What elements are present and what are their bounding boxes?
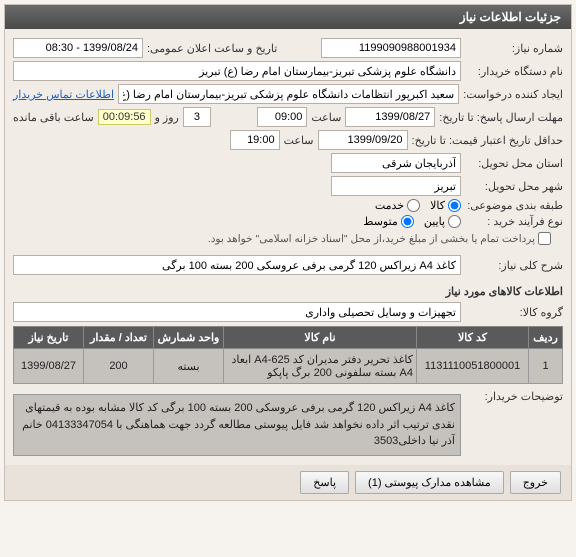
cell-name: کاغذ تحریر دفتر مدیران کد A4-625 ابعاد A… bbox=[224, 349, 417, 384]
days-remain-field bbox=[183, 107, 211, 127]
summary-label: شرح کلی نیاز: bbox=[465, 259, 563, 272]
cell-unit: بسته bbox=[154, 349, 224, 384]
province-field[interactable] bbox=[331, 153, 461, 173]
cell-date: 1399/08/27 bbox=[14, 349, 84, 384]
province-label: استان محل تحویل: bbox=[465, 157, 563, 170]
table-header-row: ردیف کد کالا نام کالا واحد شمارش تعداد /… bbox=[14, 327, 563, 349]
deadline-time-field[interactable] bbox=[257, 107, 307, 127]
proc-low-label: پایین bbox=[424, 215, 445, 228]
countdown-timer: 00:09:56 bbox=[98, 109, 151, 125]
treasury-checkbox[interactable] bbox=[538, 232, 551, 245]
cell-qty: 200 bbox=[84, 349, 154, 384]
buyer-desc-label: توضیحات خریدار: bbox=[465, 390, 563, 403]
close-button[interactable]: خروج bbox=[510, 471, 561, 494]
city-label: شهر محل تحویل: bbox=[465, 180, 563, 193]
footer-buttons: خروج مشاهده مدارک پیوستی (1) پاسخ bbox=[5, 465, 571, 500]
price-valid-label: حداقل تاریخ اعتبار قیمت: تا تاریخ: bbox=[412, 134, 563, 147]
items-table: ردیف کد کالا نام کالا واحد شمارش تعداد /… bbox=[13, 326, 563, 384]
buyer-desc-box: کاغذ A4 زیراکس 120 گرمی برفی عروسکی 200 … bbox=[13, 394, 461, 456]
cell-code: 1131110051800001 bbox=[417, 349, 529, 384]
creator-label: ایجاد کننده درخواست: bbox=[463, 88, 563, 101]
need-no-label: شماره نیاز: bbox=[465, 42, 563, 55]
days-label: روز و bbox=[155, 111, 179, 124]
need-no-field[interactable] bbox=[321, 38, 461, 58]
announce-label: تاریخ و ساعت اعلان عمومی: bbox=[147, 42, 277, 55]
items-section-title: اطلاعات کالاهای مورد نیاز bbox=[13, 285, 563, 298]
time-label-1: ساعت bbox=[311, 111, 341, 124]
proc-type-radios: پایین متوسط bbox=[363, 215, 461, 228]
buyer-name-label: نام دستگاه خریدار: bbox=[465, 65, 563, 78]
contact-link[interactable]: اطلاعات تماس خریدار bbox=[13, 88, 114, 101]
budget-service-label: خدمت bbox=[375, 199, 404, 212]
reply-button[interactable]: پاسخ bbox=[300, 471, 349, 494]
cell-idx: 1 bbox=[529, 349, 563, 384]
col-name: نام کالا bbox=[224, 327, 417, 349]
deadline-date-field[interactable] bbox=[345, 107, 435, 127]
budget-service-radio[interactable] bbox=[407, 199, 420, 212]
price-valid-time-field[interactable] bbox=[230, 130, 280, 150]
col-date: تاریخ نیاز bbox=[14, 327, 84, 349]
col-unit: واحد شمارش bbox=[154, 327, 224, 349]
budget-type-label: طبقه بندی موضوعی: bbox=[465, 199, 563, 212]
group-field[interactable] bbox=[13, 302, 461, 322]
buyer-name-field[interactable] bbox=[13, 61, 461, 81]
col-code: کد کالا bbox=[417, 327, 529, 349]
proc-mid-radio[interactable] bbox=[401, 215, 414, 228]
deadline-label: مهلت ارسال پاسخ: تا تاریخ: bbox=[439, 111, 563, 124]
main-panel: جزئیات اطلاعات نیاز شماره نیاز: تاریخ و … bbox=[4, 4, 572, 501]
col-qty: تعداد / مقدار bbox=[84, 327, 154, 349]
col-idx: ردیف bbox=[529, 327, 563, 349]
remain-label: ساعت باقی مانده bbox=[13, 111, 94, 124]
budget-goods-radio[interactable] bbox=[448, 199, 461, 212]
budget-type-radios: کالا خدمت bbox=[375, 199, 461, 212]
price-valid-date-field[interactable] bbox=[318, 130, 408, 150]
panel-title: جزئیات اطلاعات نیاز bbox=[5, 5, 571, 29]
announce-field[interactable] bbox=[13, 38, 143, 58]
city-field[interactable] bbox=[331, 176, 461, 196]
proc-low-radio[interactable] bbox=[448, 215, 461, 228]
proc-type-label: نوع فرآیند خرید : bbox=[465, 215, 563, 228]
group-label: گروه کالا: bbox=[465, 306, 563, 319]
panel-body: شماره نیاز: تاریخ و ساعت اعلان عمومی: نا… bbox=[5, 29, 571, 465]
proc-mid-label: متوسط bbox=[363, 215, 398, 228]
time-label-2: ساعت bbox=[284, 134, 314, 147]
budget-goods-label: کالا bbox=[430, 199, 445, 212]
attachments-button[interactable]: مشاهده مدارک پیوستی (1) bbox=[355, 471, 504, 494]
summary-field[interactable] bbox=[13, 255, 461, 275]
table-row[interactable]: 1 1131110051800001 کاغذ تحریر دفتر مدیرا… bbox=[14, 349, 563, 384]
creator-field[interactable] bbox=[118, 84, 459, 104]
treasury-label: پرداخت تمام یا بخشی از مبلغ خرید،از محل … bbox=[208, 233, 535, 245]
